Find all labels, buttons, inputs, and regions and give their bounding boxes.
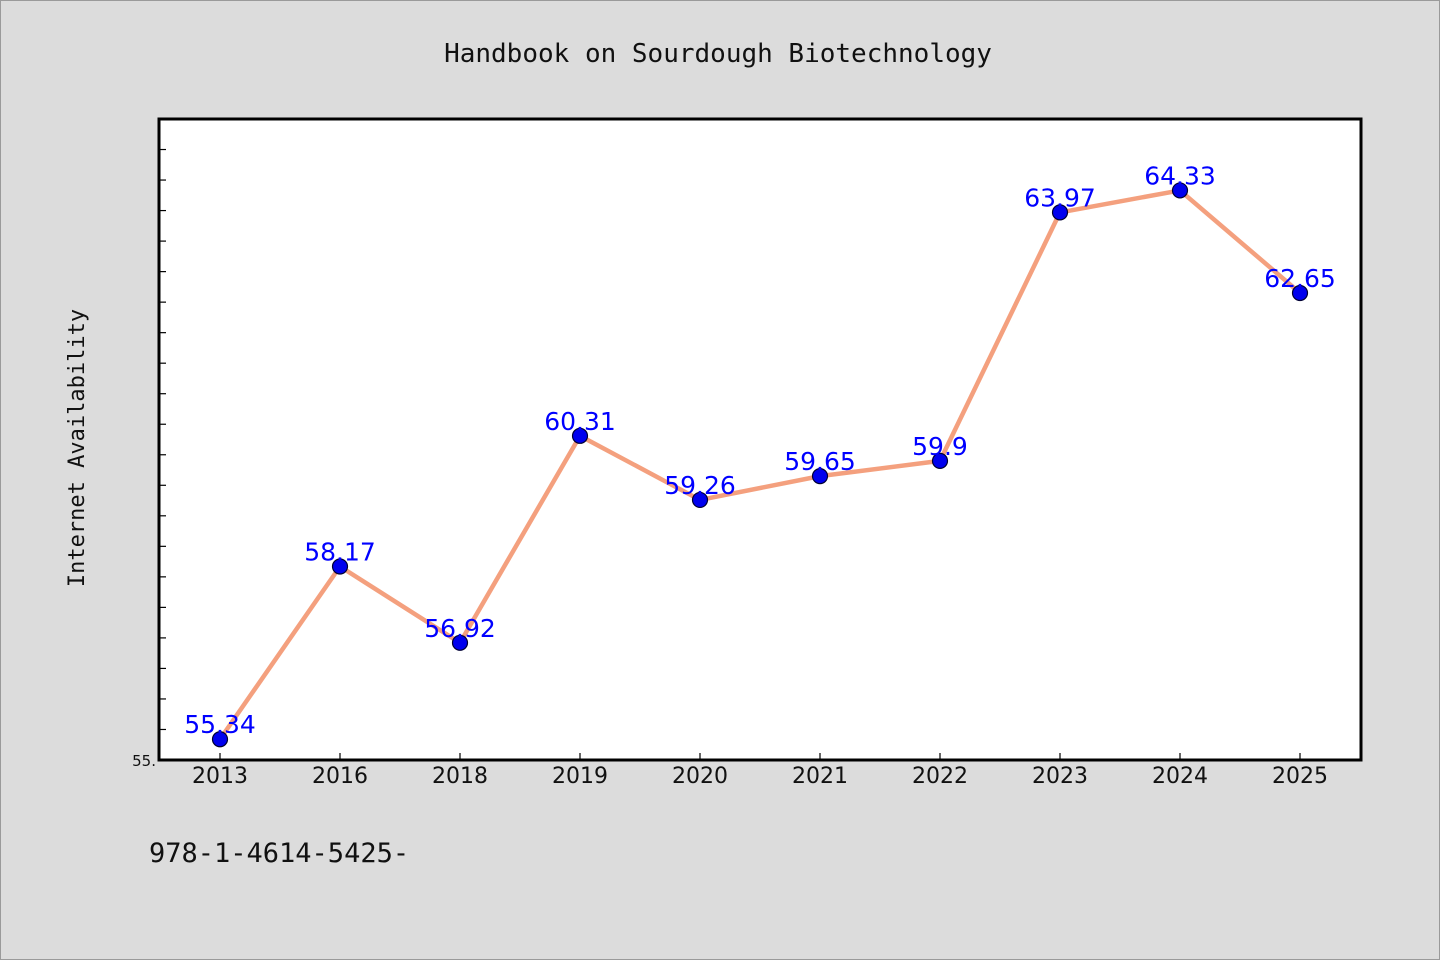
x-tick-label: 2019: [552, 764, 608, 789]
data-point: [451, 634, 469, 651]
x-tick-label: 2022: [912, 764, 968, 789]
data-point: [331, 558, 349, 575]
x-axis: 2013 2016 2018 2019 2020 2021 2022 2023 2024 2025: [192, 753, 1328, 789]
series-line: [218, 188, 1302, 741]
x-tick-label: 2025: [1272, 764, 1328, 789]
x-tick-label: 2018: [432, 764, 488, 789]
data-label: 55.34: [184, 710, 256, 739]
series-layer: [218, 188, 1302, 741]
x-tick-label: 2023: [1032, 764, 1088, 789]
data-point: [811, 468, 829, 485]
data-label: 59.26: [664, 471, 736, 500]
y-axis-label: Internet Availability: [65, 309, 90, 587]
x-tick-label: 2024: [1152, 764, 1208, 789]
data-point: [1171, 182, 1189, 199]
x-tick-label: 2013: [192, 764, 248, 789]
marker-layer: [211, 182, 1309, 748]
data-point: [931, 452, 949, 469]
plot-area: [157, 117, 1363, 762]
y-axis-ticks: [159, 148, 166, 731]
data-label-layer: 55.34 58.17 56.92 60.31 59.26 59.65 59.9 63.97 6…: [184, 161, 1336, 739]
data-label: 56.92: [424, 614, 496, 643]
data-point: [571, 427, 589, 444]
data-label: 64.33: [1144, 161, 1216, 190]
chart-title: Handbook on Sourdough Biotechnology: [444, 39, 992, 69]
x-tick-label: 2021: [792, 764, 848, 789]
data-label: 60.31: [544, 407, 616, 436]
x-tick-label: 2020: [672, 764, 728, 789]
data-label: 59.65: [784, 447, 856, 476]
data-label: 63.97: [1024, 183, 1096, 212]
data-point: [691, 491, 709, 509]
y-axis-tick-label: 55.: [132, 752, 156, 770]
data-point: [211, 731, 229, 748]
data-label: 62.65: [1264, 264, 1336, 293]
data-label: 58.17: [304, 537, 376, 566]
data-label: 59.9: [912, 432, 968, 461]
footer-isbn: 978-1-4614-5425-: [149, 838, 409, 869]
data-point: [1051, 204, 1069, 221]
x-tick-label: 2016: [312, 764, 368, 789]
data-point: [1291, 284, 1309, 302]
